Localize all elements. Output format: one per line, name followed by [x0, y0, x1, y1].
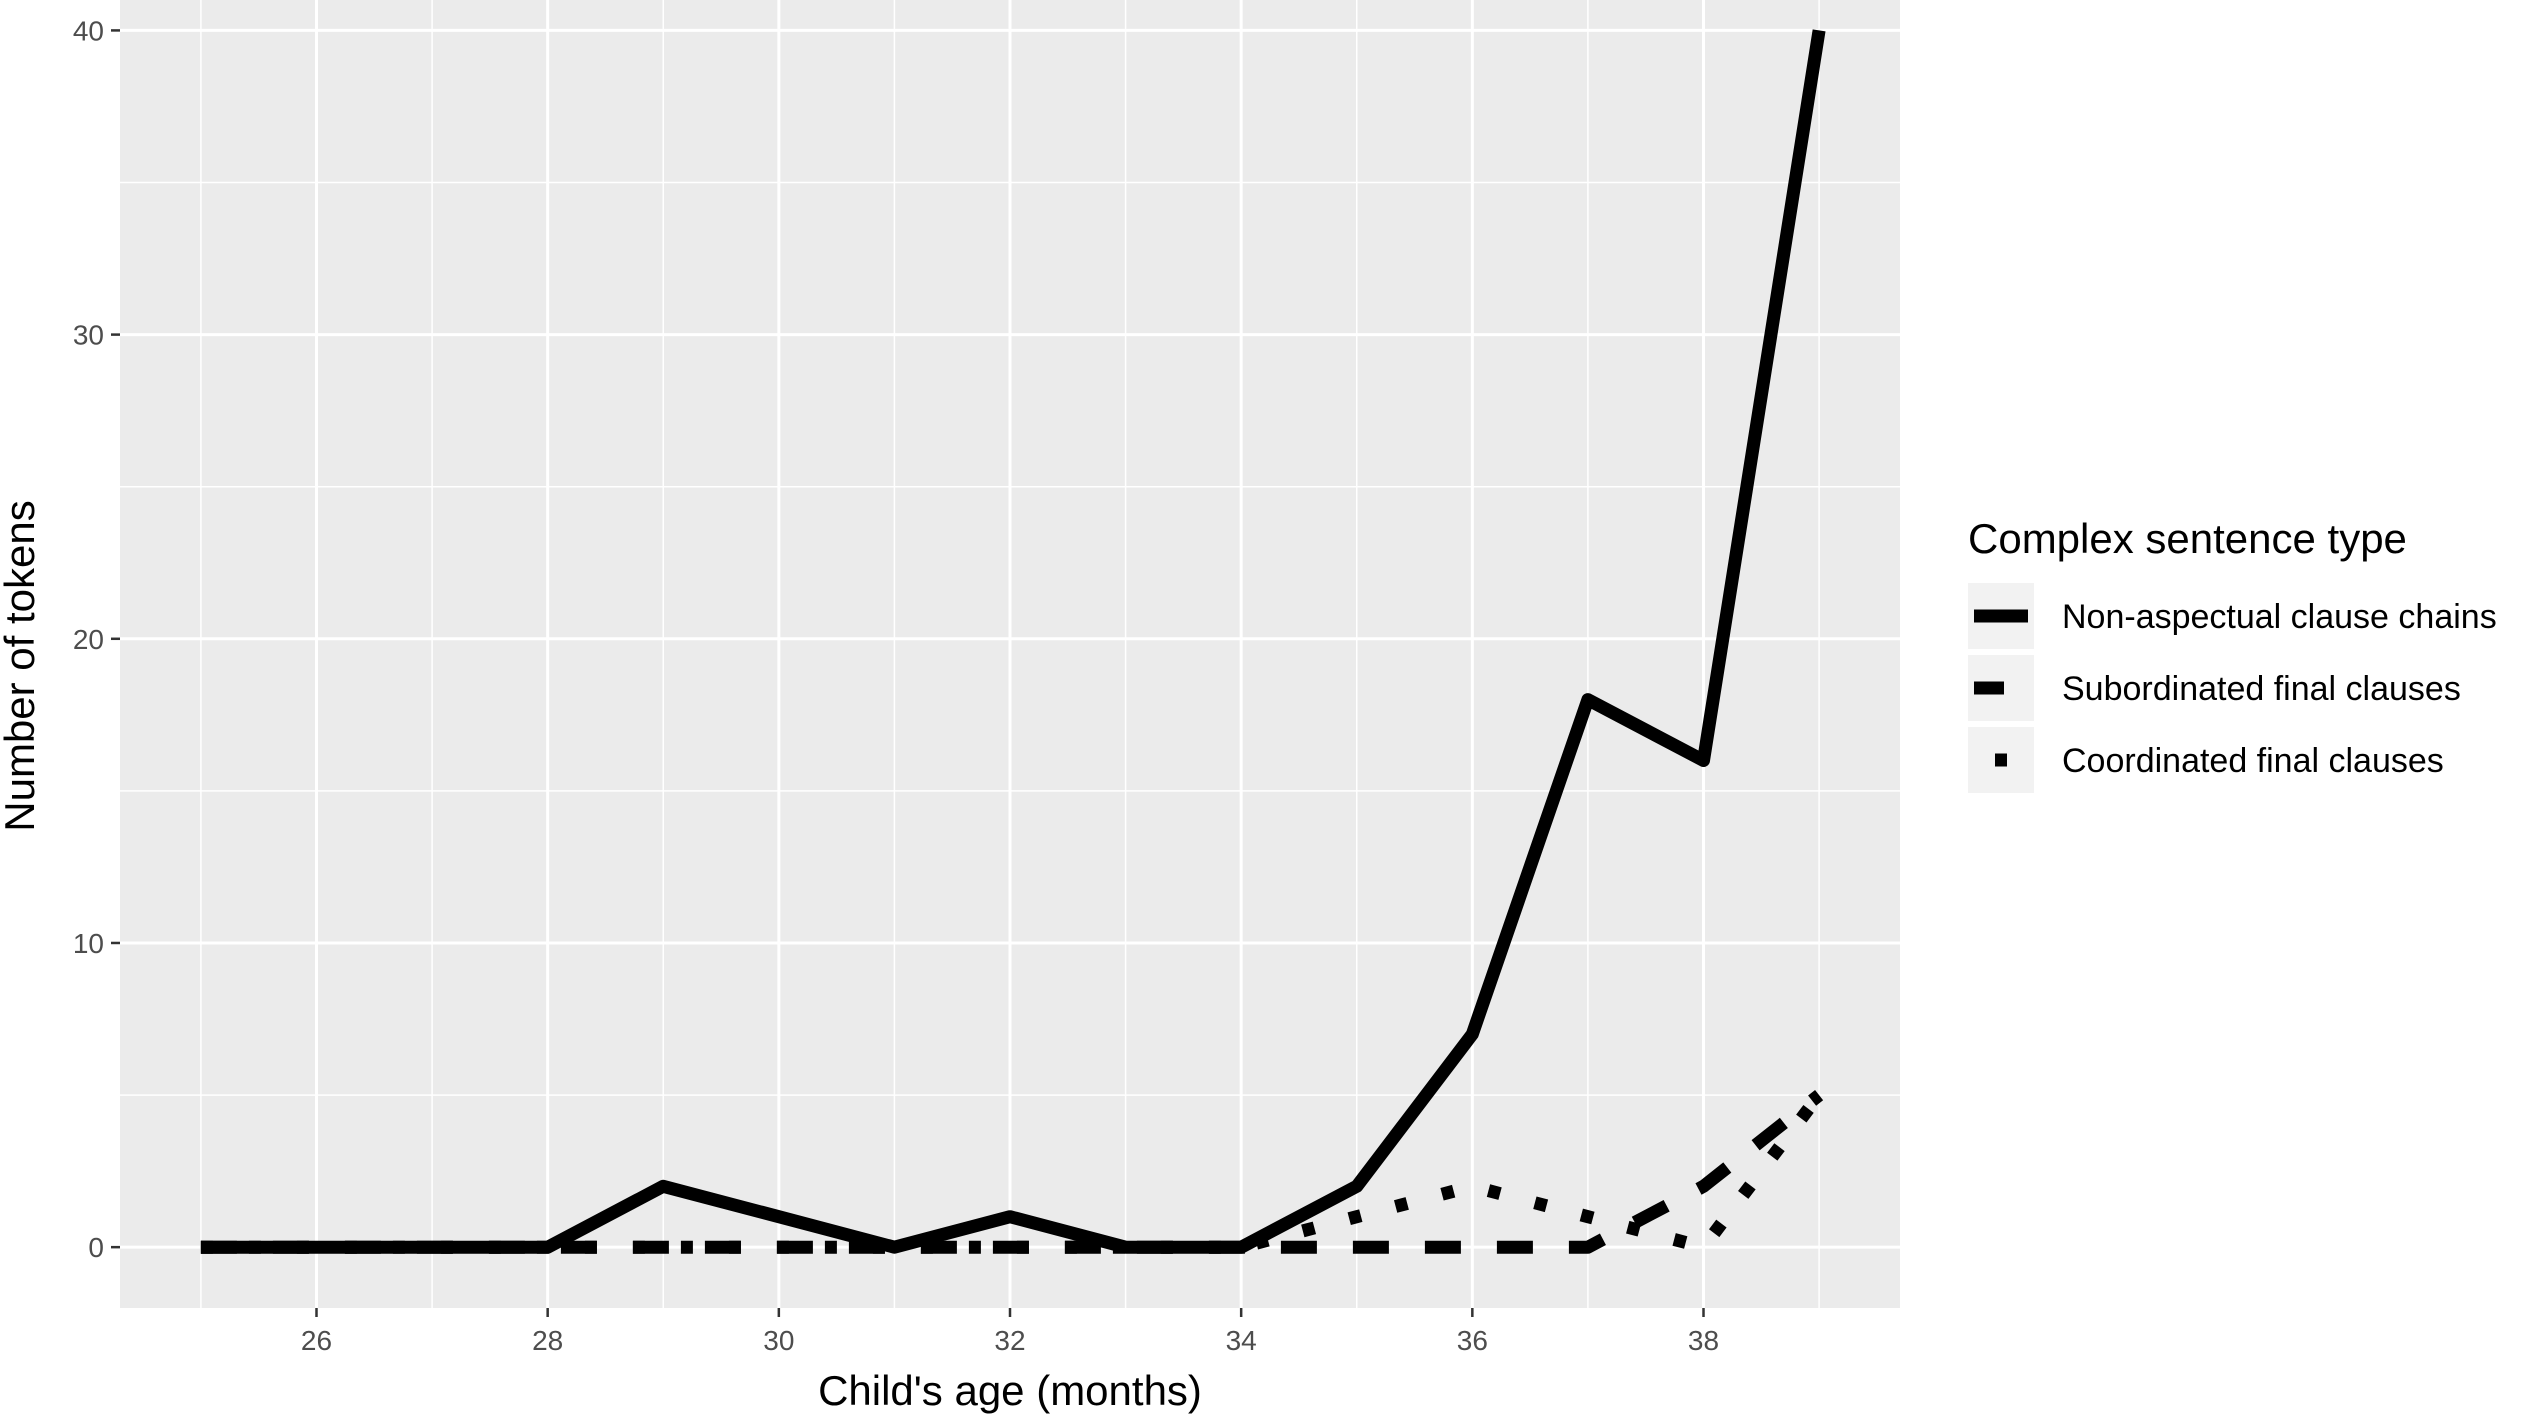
legend-items: Non-aspectual clause chains Subordinated …: [1968, 583, 2497, 793]
series-lines: [200, 29, 1826, 1254]
y-axis-ticks: 0 10 20 30 40: [73, 15, 120, 1263]
y-tick-label: 0: [88, 1232, 104, 1263]
legend-title: Complex sentence type: [1968, 515, 2407, 562]
x-tick-label: 30: [763, 1325, 794, 1356]
legend-item: Subordinated final clauses: [1968, 655, 2461, 721]
legend-item: Coordinated final clauses: [1968, 727, 2444, 793]
x-tick-label: 28: [532, 1325, 563, 1356]
series-solid: [200, 29, 1826, 1254]
major-gridlines: [120, 0, 1900, 1308]
x-tick-label: 32: [994, 1325, 1025, 1356]
x-axis-title: Child's age (months): [818, 1367, 1202, 1414]
legend-item: Non-aspectual clause chains: [1968, 583, 2497, 649]
legend-label: Subordinated final clauses: [2062, 670, 2461, 708]
series-line: [200, 29, 1826, 1254]
legend-label: Non-aspectual clause chains: [2062, 598, 2497, 636]
x-tick-label: 26: [301, 1325, 332, 1356]
legend: Complex sentence type Non-aspectual clau…: [1968, 515, 2497, 793]
y-tick-label: 10: [73, 928, 104, 959]
legend-label: Coordinated final clauses: [2062, 742, 2444, 780]
x-tick-label: 34: [1226, 1325, 1257, 1356]
x-tick-label: 36: [1457, 1325, 1488, 1356]
series-dashed: [200, 1089, 1824, 1254]
y-tick-label: 30: [73, 320, 104, 351]
series-line: [200, 1089, 1824, 1254]
y-tick-label: 20: [73, 624, 104, 655]
x-tick-label: 38: [1688, 1325, 1719, 1356]
x-axis-ticks: 26 28 30 32 34 36 38: [301, 1308, 1719, 1356]
y-tick-label: 40: [73, 15, 104, 46]
y-axis-title: Number of tokens: [0, 500, 43, 832]
